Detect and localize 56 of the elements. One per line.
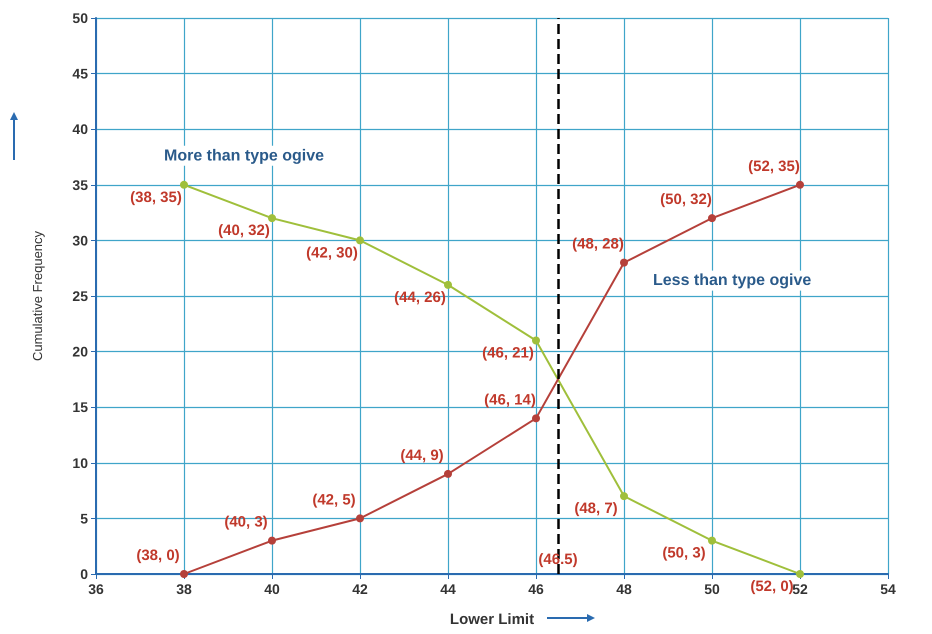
x-tick-label: 38	[176, 581, 192, 597]
point	[796, 570, 804, 578]
data-label: (42, 5)	[312, 491, 356, 508]
data-label: (38, 0)	[136, 547, 180, 564]
data-label: (46, 14)	[484, 391, 536, 408]
point	[620, 258, 628, 267]
point	[708, 536, 716, 545]
y-tick-label: 35	[72, 176, 88, 193]
data-label: (42, 30)	[306, 244, 358, 262]
y-tick-label: 45	[72, 66, 88, 82]
data-label: (50, 32)	[660, 191, 712, 208]
x-tick-label: 42	[352, 581, 368, 597]
data-label: (40, 3)	[224, 514, 268, 531]
y-axis-title: Cumulative Frequency	[30, 230, 45, 362]
point	[708, 214, 716, 222]
data-label: (48, 7)	[574, 500, 618, 518]
y-tick-label: 0	[80, 566, 88, 582]
data-label: (38, 35)	[130, 188, 182, 206]
point	[268, 214, 276, 222]
data-label: (40, 32)	[218, 222, 270, 240]
point	[268, 536, 276, 545]
series-label: Less than type ogive	[653, 272, 812, 290]
y-tick-label: 10	[72, 454, 88, 471]
x-tick-label: 54	[880, 581, 896, 597]
x-tick-label: 40	[264, 581, 280, 597]
x-tick-label: 48	[616, 581, 632, 597]
x-tick-label: 36	[88, 581, 104, 597]
x-tick-label: 46	[528, 581, 544, 597]
x-axis-title: Lower Limit	[450, 611, 534, 628]
data-label: (44, 9)	[400, 446, 444, 464]
y-tick-label: 25	[72, 288, 88, 304]
point	[180, 180, 188, 189]
point	[796, 180, 804, 189]
point	[532, 414, 540, 422]
ref-line-label: (46.5)	[538, 551, 578, 568]
point	[620, 492, 628, 500]
point	[356, 236, 364, 244]
data-label: (52, 0)	[750, 578, 794, 595]
series-label: More than type ogive	[164, 147, 324, 164]
data-label: (52, 35)	[748, 158, 800, 175]
y-tick-label: 5	[80, 510, 88, 526]
y-tick-label: 15	[72, 399, 88, 416]
y-tick-label: 30	[72, 232, 88, 248]
point	[356, 514, 364, 522]
data-label: (50, 3)	[662, 544, 706, 562]
y-tick-label: 20	[72, 344, 88, 360]
point	[444, 280, 452, 289]
y-tick-label: 50	[72, 10, 88, 26]
point	[180, 570, 188, 578]
point	[532, 336, 540, 344]
data-label: (48, 28)	[572, 236, 624, 253]
y-tick-label: 40	[72, 121, 88, 138]
x-tick-label: 44	[440, 581, 456, 597]
x-tick-label: 50	[704, 581, 720, 597]
point	[444, 470, 452, 478]
x-tick-label: 52	[792, 581, 808, 597]
